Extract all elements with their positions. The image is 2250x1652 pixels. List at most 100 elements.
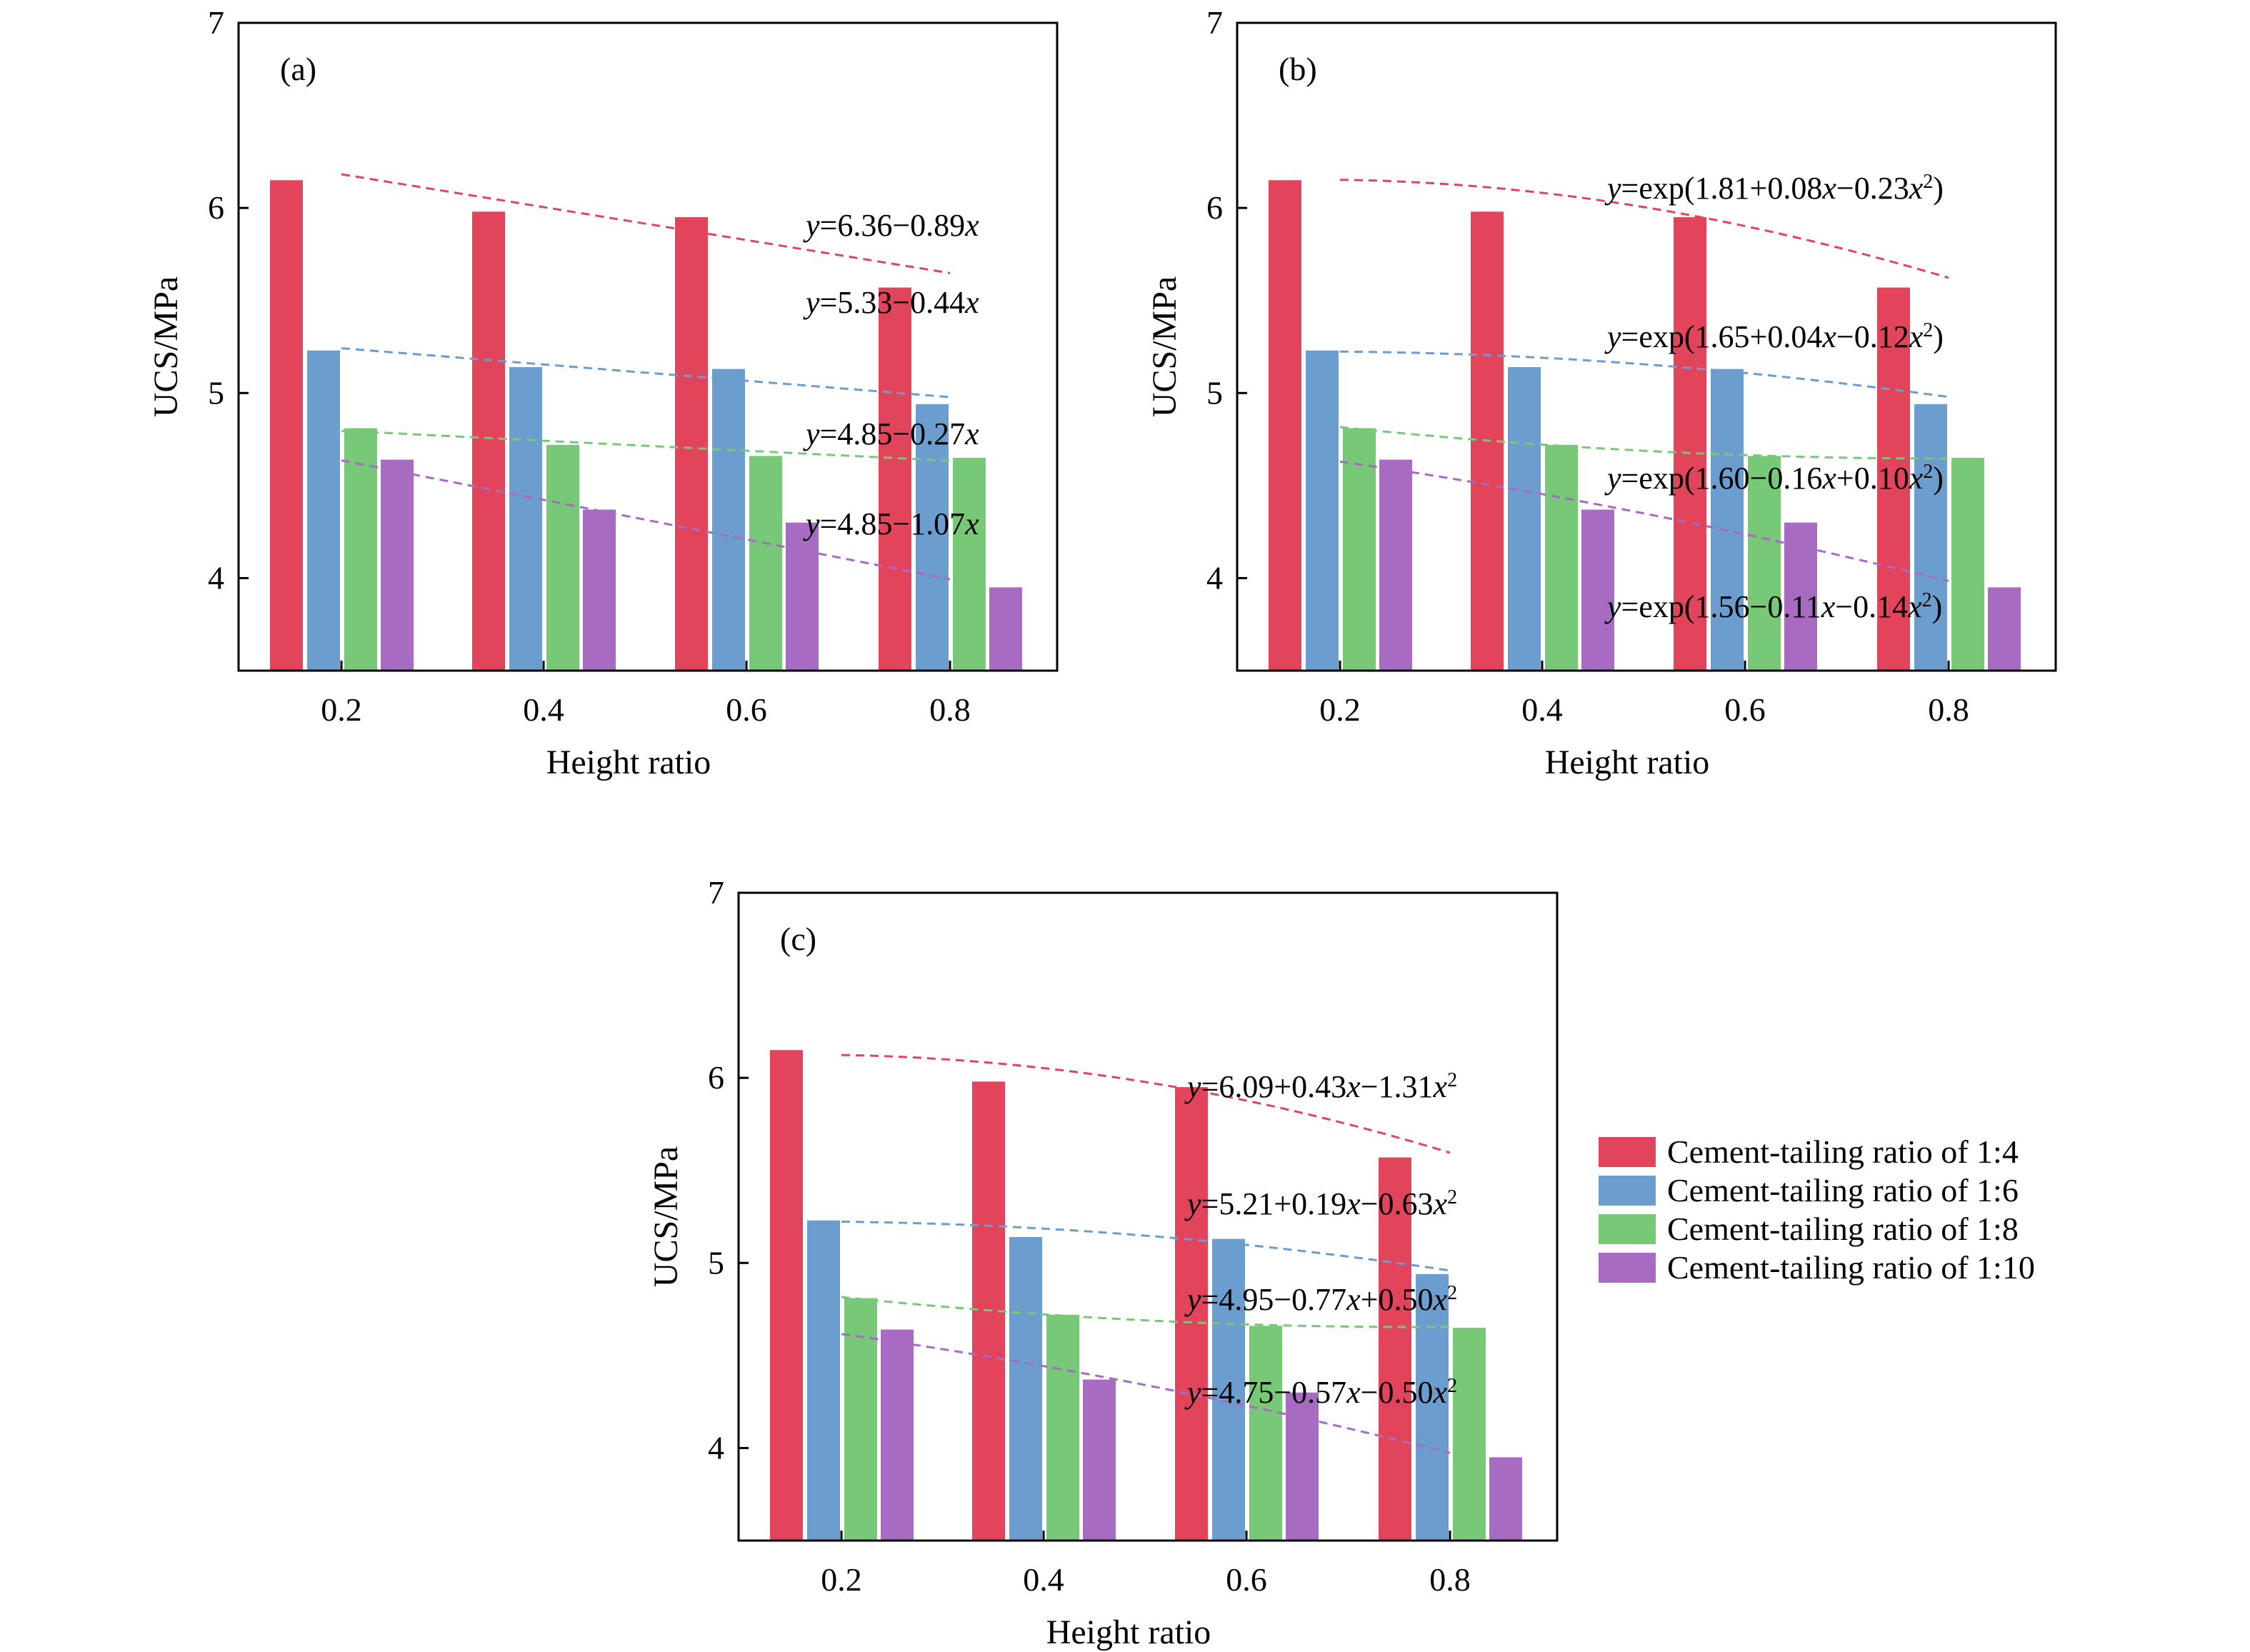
equation-part: ) (1933, 461, 1944, 496)
legend-swatch-4 (1599, 1253, 1656, 1283)
equation-part: x (1821, 589, 1836, 624)
equation-part: −0.63 (1361, 1186, 1434, 1221)
bar-3-2 (546, 444, 579, 671)
equation-part: x (1821, 171, 1836, 206)
equation-part: −1.31 (1361, 1069, 1434, 1104)
bar-1-2 (472, 211, 505, 671)
bar-1-3 (1674, 217, 1706, 671)
panel-label: (c) (780, 921, 816, 957)
fit-equation-3: y=exp(1.60−0.16x+0.10x2) (1604, 461, 1944, 496)
equation-part: x (964, 208, 979, 243)
equation-part: 2 (1923, 171, 1933, 193)
fit-line-2 (841, 1221, 1451, 1272)
bar-2-3 (1212, 1238, 1245, 1541)
y-tick-label: 4 (1206, 559, 1223, 596)
bar-2-3 (1711, 369, 1744, 671)
equation-part: 2 (1923, 319, 1933, 341)
bar-4-4 (1489, 1457, 1522, 1541)
fit-equation-4: y=4.75−0.57x−0.50x2 (1184, 1375, 1457, 1411)
equation-part: x (1821, 319, 1836, 354)
equation-part: =4.85−1.07 (820, 506, 966, 541)
equation-part: ) (1933, 319, 1944, 354)
equation-part: x (1346, 1186, 1361, 1221)
bar-4-4 (989, 587, 1022, 671)
fit-equation-2: y=5.33−0.44x (803, 285, 979, 320)
bar-4-2 (1581, 509, 1614, 671)
fit-equation-3: y=4.85−0.27x (803, 416, 979, 451)
x-tick-label: 0.4 (1023, 1561, 1064, 1598)
y-axis-title: UCS/MPa (1146, 276, 1184, 417)
bar-1-1 (770, 1050, 803, 1541)
bar-2-2 (509, 367, 542, 671)
bar-2-4 (916, 404, 949, 671)
plot-frame (737, 891, 1559, 1542)
equation-part: =5.21+0.19 (1201, 1186, 1347, 1221)
equation-part: x (1346, 1069, 1361, 1104)
x-tick-label: 0.2 (321, 691, 362, 728)
fit-line-3 (1339, 426, 1949, 460)
bar-2-3 (712, 369, 745, 671)
equation-part: x (1821, 461, 1836, 496)
bar-4-1 (881, 1329, 914, 1541)
equation-part: x (1433, 1186, 1448, 1221)
bar-3-3 (1249, 1326, 1282, 1541)
equation-part: 2 (1447, 1375, 1457, 1397)
equation-part: +0.50 (1361, 1282, 1434, 1317)
x-tick-label: 0.4 (1521, 691, 1563, 728)
legend-label: Cement-tailing ratio of 1:8 (1667, 1211, 2019, 1247)
equation-part: x (964, 416, 979, 451)
equation-part: y (1604, 461, 1621, 496)
bar-2-1 (307, 350, 340, 671)
equation-part: y (803, 208, 820, 243)
bar-3-2 (1046, 1314, 1079, 1541)
equation-part: x (1433, 1069, 1448, 1104)
y-tick-label: 6 (208, 189, 224, 226)
plot-frame (237, 21, 1059, 672)
bar-2-1 (807, 1220, 840, 1541)
panel-label: (b) (1279, 51, 1317, 87)
equation-part: 2 (1447, 1186, 1457, 1208)
fit-equation-1: y=6.36−0.89x (803, 208, 979, 243)
legend-label: Cement-tailing ratio of 1:4 (1667, 1133, 2019, 1170)
bar-1-1 (270, 180, 303, 671)
equation-part: =6.09+0.43 (1201, 1069, 1347, 1104)
bar-4-3 (786, 522, 819, 671)
equation-part: x (1433, 1375, 1448, 1410)
equation-part: y (1184, 1069, 1201, 1104)
fit-line-2 (341, 347, 951, 399)
equation-part: x (1909, 461, 1924, 496)
bar-1-4 (1877, 287, 1910, 671)
legend-swatch-2 (1599, 1176, 1656, 1206)
fit-line-3 (341, 429, 951, 462)
equation-part: x (1909, 171, 1924, 206)
equation-part: x (964, 285, 979, 320)
plot-frame (1236, 21, 2057, 672)
equation-part: y (803, 285, 820, 320)
bar-4-4 (1988, 587, 2021, 671)
legend-label: Cement-tailing ratio of 1:6 (1667, 1172, 2019, 1208)
equation-part: x (1433, 1282, 1448, 1317)
panel-label: (a) (280, 51, 316, 87)
bar-3-1 (344, 428, 377, 671)
bar-3-2 (1545, 444, 1578, 671)
equation-part: y (1604, 589, 1621, 624)
bar-3-4 (953, 457, 986, 671)
bar-2-2 (1508, 367, 1541, 671)
equation-part: −0.14 (1835, 589, 1908, 624)
equation-part: 2 (1923, 461, 1933, 483)
bar-1-1 (1269, 180, 1301, 671)
y-axis-title: UCS/MPa (147, 276, 185, 417)
x-tick-label: 0.2 (821, 1561, 862, 1598)
bar-1-4 (1379, 1157, 1411, 1541)
equation-part: =exp(1.60−0.16 (1621, 461, 1823, 496)
fit-equation-1: y=6.09+0.43x−1.31x2 (1184, 1069, 1457, 1105)
bar-3-1 (1343, 428, 1376, 671)
x-tick-label: 0.8 (1429, 1561, 1471, 1598)
equation-part: x (1346, 1282, 1361, 1317)
y-tick-label: 5 (1206, 374, 1223, 411)
bar-4-2 (583, 509, 616, 671)
equation-part: 2 (1922, 589, 1932, 611)
fit-line-1 (341, 173, 951, 274)
